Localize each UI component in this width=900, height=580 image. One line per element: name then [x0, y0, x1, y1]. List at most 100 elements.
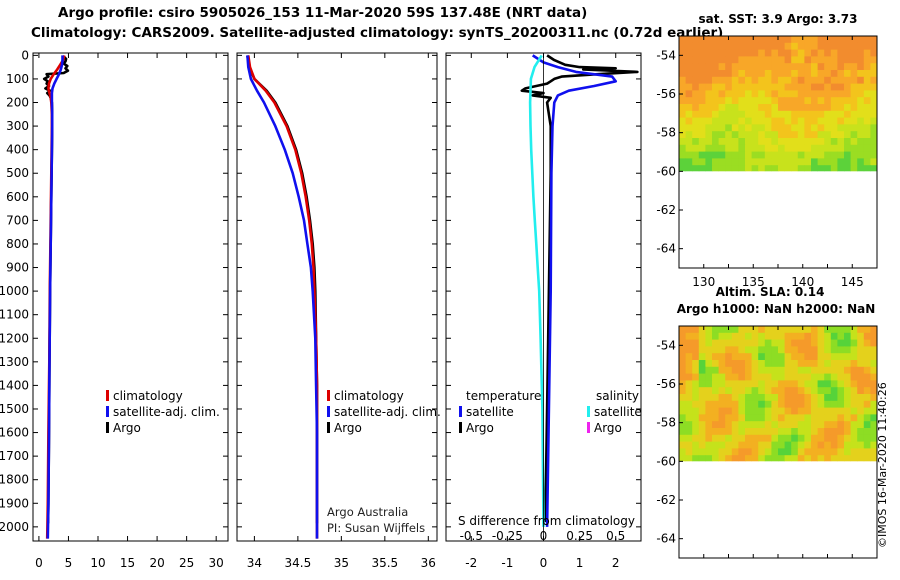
map-cell: [830, 373, 838, 381]
map-cell: [811, 97, 818, 105]
map-cell: [679, 407, 686, 415]
map-lon-label: 140: [791, 275, 814, 289]
map-cell: [685, 124, 693, 132]
map-cell: [857, 36, 865, 44]
map-cell: [791, 151, 799, 159]
map-cell: [844, 326, 851, 334]
map-cell: [685, 90, 693, 98]
legend-salinity-label: climatology: [334, 389, 404, 403]
map-cell: [712, 428, 719, 436]
map-cell: [705, 104, 713, 112]
map-cell: [698, 63, 706, 71]
map-cell: [679, 151, 686, 159]
legend-diff-temp-title: temperature: [466, 389, 541, 403]
map-cell: [830, 360, 838, 368]
map-cell: [870, 165, 878, 172]
map-cell: [824, 90, 832, 98]
map-cell: [817, 428, 825, 436]
map-cell: [751, 407, 759, 415]
map-cell: [718, 428, 726, 436]
map-cell: [784, 360, 792, 368]
map-cell: [771, 131, 779, 139]
map-cell: [725, 394, 733, 402]
map-cell: [745, 104, 752, 112]
map-cell: [712, 110, 719, 118]
map-cell: [692, 151, 700, 159]
map-cell: [679, 441, 686, 449]
map-cell: [712, 56, 719, 64]
map-cell: [870, 70, 878, 78]
map-cell: [784, 42, 792, 50]
map-cell: [745, 441, 752, 449]
map-cell: [844, 158, 851, 166]
map-cell: [811, 56, 818, 64]
map-cell: [791, 387, 799, 395]
map-cell: [804, 117, 812, 125]
map-cell: [679, 158, 686, 166]
map-cell: [738, 49, 746, 57]
map-cell: [811, 49, 818, 57]
map-cell: [824, 414, 832, 422]
map-cell: [685, 414, 693, 422]
map-cell: [725, 400, 733, 408]
map-cell: [745, 394, 752, 402]
map-cell: [718, 144, 726, 152]
map-cell: [791, 455, 799, 462]
map-cell: [778, 138, 785, 146]
sla-map-subtitle: Argo h1000: NaN h2000: NaN: [677, 302, 876, 316]
map-cell: [817, 42, 825, 50]
map-cell: [857, 434, 865, 442]
map-cell: [692, 117, 700, 125]
map-cell: [738, 76, 746, 84]
map-cell: [745, 428, 752, 436]
map-cell: [824, 131, 832, 139]
map-cell: [824, 455, 832, 462]
map-cell: [863, 434, 871, 442]
map-cell: [692, 76, 700, 84]
map-cell: [758, 131, 766, 139]
map-cell: [731, 42, 739, 50]
map-cell: [817, 138, 825, 146]
map-cell: [738, 414, 746, 422]
depth-tick-label: 100: [6, 72, 29, 86]
map-cell: [712, 414, 719, 422]
legend-diff-temp-label: Argo: [466, 421, 494, 435]
map-cell: [870, 421, 878, 429]
map-cell: [685, 421, 693, 429]
map-cell: [758, 97, 766, 105]
map-cell: [712, 366, 719, 374]
map-cell: [725, 110, 733, 118]
map-cell: [870, 434, 878, 442]
map-cell: [718, 83, 726, 91]
legend-salinity-label: satellite-adj. clim.: [334, 405, 441, 419]
map-cell: [771, 83, 779, 91]
map-cell: [679, 49, 686, 57]
map-cell: [804, 49, 812, 57]
map-cell: [712, 124, 719, 132]
map-cell: [850, 110, 858, 118]
map-cell: [863, 83, 871, 91]
map-cell: [844, 421, 851, 429]
map-cell: [778, 110, 785, 118]
map-lat-label: -60: [656, 454, 676, 468]
map-cell: [705, 56, 713, 64]
map-cell: [738, 339, 746, 347]
map-cell: [771, 76, 779, 84]
map-cell: [778, 339, 785, 347]
map-cell: [817, 407, 825, 415]
map-cell: [731, 407, 739, 415]
map-cell: [824, 83, 832, 91]
map-cell: [718, 394, 726, 402]
map-cell: [778, 448, 785, 456]
map-cell: [830, 76, 838, 84]
map-cell: [863, 441, 871, 449]
map-cell: [698, 151, 706, 159]
map-cell: [692, 110, 700, 118]
map-cell: [850, 407, 858, 415]
map-cell: [830, 104, 838, 112]
map-cell: [705, 36, 713, 44]
map-cell: [797, 70, 805, 78]
map-cell: [685, 387, 693, 395]
map-cell: [712, 400, 719, 408]
map-cell: [844, 380, 851, 388]
